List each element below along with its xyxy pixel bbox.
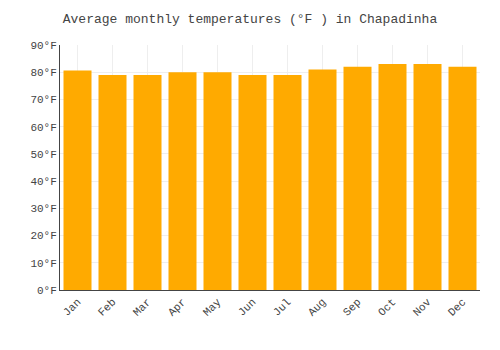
- svg-text:Apr: Apr: [166, 296, 188, 318]
- svg-text:30°F: 30°F: [30, 203, 56, 215]
- svg-text:40°F: 40°F: [30, 176, 56, 188]
- svg-text:90°F: 90°F: [30, 40, 56, 52]
- svg-text:60°F: 60°F: [30, 122, 56, 134]
- svg-text:Oct: Oct: [376, 296, 398, 318]
- svg-text:Sep: Sep: [341, 296, 363, 318]
- svg-text:Jun: Jun: [236, 296, 258, 318]
- svg-text:20°F: 20°F: [30, 230, 56, 242]
- svg-text:Jan: Jan: [61, 296, 83, 318]
- svg-text:Feb: Feb: [96, 296, 118, 318]
- svg-text:Jul: Jul: [271, 296, 293, 318]
- svg-text:Mar: Mar: [131, 296, 153, 318]
- svg-text:Dec: Dec: [446, 296, 468, 318]
- svg-text:May: May: [201, 296, 224, 319]
- svg-text:0°F: 0°F: [37, 285, 57, 297]
- svg-text:Aug: Aug: [306, 296, 328, 318]
- svg-text:80°F: 80°F: [30, 67, 56, 79]
- svg-text:50°F: 50°F: [30, 149, 56, 161]
- svg-text:10°F: 10°F: [30, 258, 56, 270]
- svg-text:Average monthly temperatures (: Average monthly temperatures (°F ) in Ch…: [63, 12, 438, 27]
- svg-text:70°F: 70°F: [30, 94, 56, 106]
- svg-text:Nov: Nov: [411, 296, 434, 319]
